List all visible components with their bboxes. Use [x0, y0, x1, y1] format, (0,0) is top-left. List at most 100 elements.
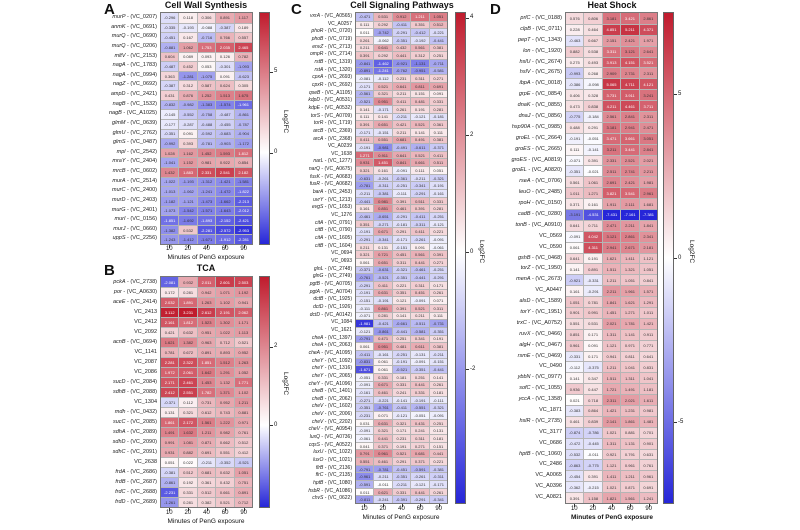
heatmap-cell: 2.503	[233, 277, 253, 287]
gene-row-label: frdA - (VC_2686)	[115, 469, 157, 475]
heatmap-row: 0.111 0.141 -0.211 -0.121 -0.181	[356, 112, 448, 121]
heatmap-cell: -0.411	[391, 20, 411, 29]
gene-row-label: narQ - (VC_A0675)	[308, 166, 352, 173]
heatmap-row: -0.863 -0.775 1.121 0.961 0.761	[566, 459, 658, 471]
heatmap-cell: 0.981	[196, 157, 216, 167]
heatmap-row: 0.061 4.311 2.941 2.671 2.181	[566, 241, 658, 253]
heatmap-row: 0.321 0.161 -0.091 0.111 0.051	[356, 166, 448, 174]
heatmap-cell: -0.071	[566, 154, 584, 166]
heatmap-row: -1.261 0.281 0.382 0.521 0.712	[161, 497, 253, 507]
heatmap-cell: -0.091	[410, 296, 429, 304]
gene-row-label: anmK - (VC_0691)	[111, 23, 157, 30]
heatmap-cell: 0.251	[410, 372, 429, 381]
heatmap-cell: 0.411	[410, 227, 429, 236]
heatmap-cell: -0.291	[356, 235, 374, 243]
heatmap-cell: 0.551	[356, 457, 374, 465]
heatmap-cell: -0.441	[410, 273, 429, 281]
heatmap-cell: 3.421	[620, 13, 639, 24]
gene-row-label: cheV - (VC_A0954)	[308, 426, 352, 433]
heatmap-row: -0.371 0.112 0.731 0.952 1.211	[161, 397, 253, 407]
heatmap-cell: 0.391	[583, 154, 602, 166]
heatmap-cell: 0.961	[566, 339, 584, 351]
heatmap-cell: -0.791	[356, 464, 374, 473]
heatmap-cell: 2.841	[638, 143, 658, 155]
heatmap-cell: 0.268	[583, 67, 602, 79]
heatmap-cell: -0.211	[391, 480, 411, 488]
heatmap-cell: -0.982	[178, 99, 197, 110]
heatmap-cell: 0.911	[373, 150, 392, 159]
heatmap-cell: -0.111	[356, 303, 374, 312]
heatmap-cell: -0.091	[391, 166, 411, 174]
gene-row-label: VC_2092	[134, 329, 157, 335]
colorbar-tickmark	[270, 152, 273, 154]
heatmap-cell: 0.031	[356, 418, 374, 427]
heatmap-cell: 0.281	[373, 311, 392, 320]
heatmap-row: -0.881 1.062 1.753 2.035 2.465	[161, 41, 253, 52]
heatmap-cell: -0.411	[356, 349, 374, 358]
heatmap-cell: -0.221	[373, 395, 392, 404]
heatmap-cell: -0.762	[391, 66, 411, 75]
heatmap-row: 0.576 0.806 3.181 3.421 2.861	[566, 13, 658, 24]
heatmap-cell: 0.331	[178, 487, 197, 497]
gene-row-label: ruvX - (VC_0466)	[519, 330, 562, 337]
panel-b-colorbar	[259, 276, 270, 508]
heatmap-cell: 0.211	[391, 89, 411, 98]
heatmap-row: 0.461 0.839 2.141 1.861 1.481	[566, 415, 658, 427]
gene-row-label: sdhC - (VC_2091)	[112, 449, 157, 455]
heatmap-cell: 0.311	[391, 258, 411, 266]
heatmap-row: -2.081 0.932 2.011 2.601 2.503	[161, 277, 253, 287]
heatmap-cell: 0.391	[356, 120, 374, 128]
x-axis-tickmark	[243, 508, 245, 511]
heatmap-row: -0.171 -0.151 0.211 0.141 0.111	[356, 127, 448, 136]
gene-row-label: VC_A0821	[535, 494, 562, 501]
gene-row-label: VC_0694	[331, 250, 352, 257]
heatmap-cell: 0.331	[428, 97, 448, 105]
heatmap-cell: 1.382	[178, 337, 197, 347]
heatmap-row: -0.791 0.471 0.251 0.341 0.191	[356, 334, 448, 343]
heatmap-cell: 0.521	[391, 449, 411, 458]
heatmap-cell: 0.181	[428, 434, 448, 442]
heatmap-cell: -0.787	[233, 118, 253, 129]
heatmap-row: 0.882 0.538 3.311 3.121 2.641	[566, 45, 658, 57]
heatmap-cell: 0.447	[583, 383, 602, 395]
heatmap-cell: 0.351	[410, 20, 429, 29]
heatmap-cell: 1.051	[638, 263, 658, 275]
heatmap-row: 0.321 0.721 0.451 0.561 0.391	[356, 250, 448, 258]
x-axis-tickmark	[364, 504, 366, 507]
heatmap-cell: 0.731	[196, 397, 216, 407]
heatmap-cell: 0.181	[428, 388, 448, 396]
heatmap-cell: 2.421	[620, 34, 639, 46]
gene-row-label: glmU - (VC_2762)	[112, 129, 157, 136]
heatmap-cell: 0.781	[583, 296, 602, 307]
colorbar-tick-label: -5	[678, 418, 684, 425]
heatmap-cell: 0.351	[356, 219, 374, 228]
heatmap-cell: -0.011	[583, 448, 602, 460]
heatmap-cell: -0.051	[410, 411, 429, 419]
heatmap-cell: 1.491	[620, 383, 639, 395]
heatmap-cell: -1.574	[215, 99, 234, 110]
heatmap-cell: 0.743	[215, 407, 234, 417]
heatmap-cell: 3.241	[638, 89, 658, 101]
heatmap-cell: -0.351	[428, 326, 448, 335]
heatmap-cell: -0.581	[410, 326, 429, 335]
heatmap-cell: 0.231	[391, 74, 411, 82]
heatmap-cell: 0.411	[391, 97, 411, 105]
heatmap-row: -0.832 -0.982 -1.383 -1.574 -1.961	[161, 99, 253, 110]
gene-row-label: gshB - (VC_0468)	[517, 254, 562, 261]
gene-row-label: cheV - (VC_2202)	[311, 418, 352, 425]
heatmap-cell: 0.841	[391, 158, 411, 167]
heatmap-cell: 0.441	[373, 434, 392, 442]
heatmap-cell: -0.171	[356, 127, 374, 136]
heatmap-cell: -1.981	[356, 319, 374, 327]
heatmap-cell: 0.167	[178, 32, 197, 42]
heatmap-cell: 1.421	[638, 317, 658, 329]
heatmap-cell: 0.121	[391, 296, 411, 304]
heatmap-cell: -1.062	[178, 186, 197, 196]
heatmap-cell: 1.453	[196, 377, 216, 387]
heatmap-row: -0.387 0.312 0.587 0.624 0.305	[161, 80, 253, 90]
heatmap-cell: 2.941	[620, 121, 639, 133]
heatmap-cell: -0.921	[391, 58, 411, 67]
heatmap-row: -0.061 0.441 0.231 0.311 0.181	[356, 434, 448, 442]
heatmap-cell: 5.065	[601, 78, 621, 90]
heatmap-cell: 0.382	[196, 497, 216, 507]
